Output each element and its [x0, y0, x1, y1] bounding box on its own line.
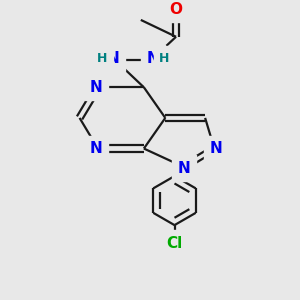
Text: H: H	[97, 52, 107, 65]
Text: N: N	[90, 141, 103, 156]
Text: N: N	[147, 51, 159, 66]
Text: N: N	[209, 141, 222, 156]
Text: Cl: Cl	[167, 236, 183, 251]
Text: N: N	[107, 51, 120, 66]
Text: O: O	[169, 2, 182, 17]
Text: N: N	[177, 161, 190, 176]
Text: H: H	[159, 52, 170, 65]
Text: N: N	[90, 80, 103, 95]
